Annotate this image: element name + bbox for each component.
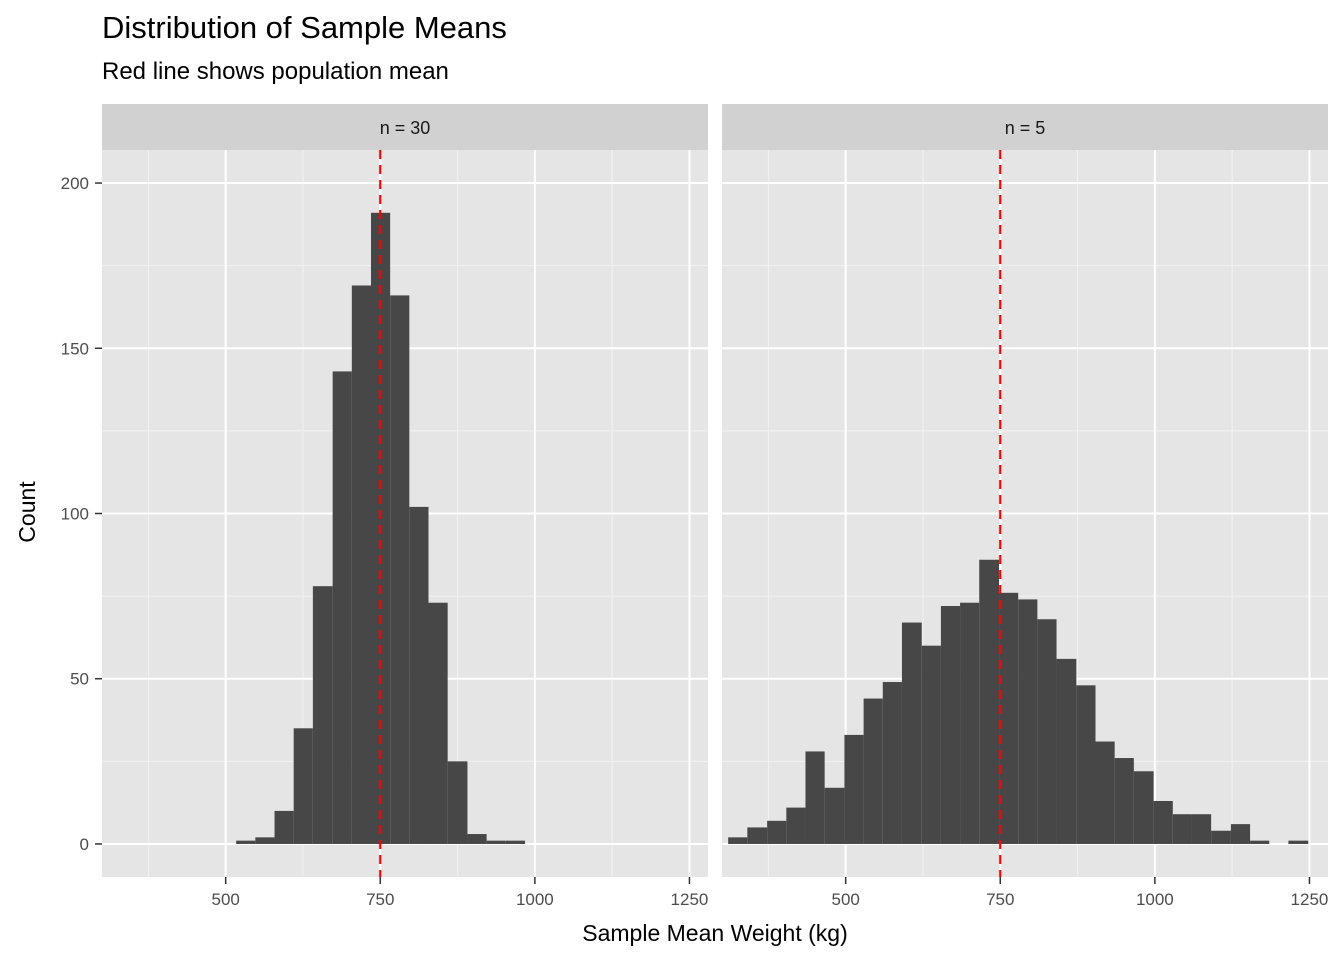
y-axis-tick-label: 50 <box>70 670 89 689</box>
chart-title: Distribution of Sample Means <box>102 10 507 45</box>
histogram-bar <box>1153 800 1173 844</box>
histogram-bar <box>1211 830 1231 844</box>
histogram-bar <box>747 827 768 844</box>
histogram-bar <box>882 682 902 844</box>
histogram-bar <box>863 698 883 844</box>
x-axis-tick-label: 750 <box>986 890 1014 909</box>
y-axis-tick-label: 200 <box>61 174 89 193</box>
histogram-bar <box>428 602 448 844</box>
histogram-bar <box>505 840 525 844</box>
histogram-bar <box>486 840 506 844</box>
histogram-bar <box>447 761 468 844</box>
histogram-bar <box>940 606 961 844</box>
histogram-bar <box>1018 599 1038 844</box>
histogram-bar <box>786 807 806 844</box>
histogram-bar <box>844 734 864 844</box>
x-axis-tick-label: 500 <box>831 890 859 909</box>
x-axis-title: Sample Mean Weight (kg) <box>582 920 847 946</box>
chart-subtitle: Red line shows population mean <box>102 58 449 85</box>
facet-strip <box>722 104 1328 150</box>
facet-strip-label: n = 30 <box>380 118 431 138</box>
histogram-bar <box>390 295 410 844</box>
y-axis: 0 50 100 150 200 <box>61 174 102 854</box>
histogram-bar <box>805 751 825 844</box>
histogram-bar <box>312 586 333 844</box>
histogram-bar <box>824 787 845 844</box>
y-axis-title: Count <box>14 481 40 543</box>
x-axis-tick-label: 1250 <box>671 890 709 909</box>
histogram-bar <box>767 820 787 844</box>
facet-panel-1: n = 30 500 750 1000 1250 <box>102 104 708 909</box>
histogram-bar <box>1250 840 1270 844</box>
x-axis-tick-label: 500 <box>211 890 239 909</box>
facet-strip <box>102 104 708 150</box>
x-axis-tick-label: 1000 <box>1136 890 1174 909</box>
histogram-bar <box>293 728 313 844</box>
histogram-bar <box>921 645 941 844</box>
histogram-bar <box>1230 824 1251 844</box>
facet-strip-label: n = 5 <box>1005 118 1046 138</box>
histogram-bar <box>467 834 487 844</box>
y-axis-tick-label: 100 <box>61 505 89 524</box>
histogram-bar <box>236 840 256 844</box>
x-axis-tick-label: 1000 <box>516 890 554 909</box>
y-axis-tick-label: 0 <box>80 835 89 854</box>
histogram-bar <box>1288 840 1309 844</box>
facet-panels: n = 30 500 750 1000 1250 n = 5 500 750 1000 1250 <box>102 104 1328 909</box>
histogram-bar <box>901 622 922 844</box>
histogram-bar <box>409 506 429 844</box>
histogram-bar <box>999 592 1019 844</box>
facet-panel-2: n = 5 500 750 1000 1250 <box>722 104 1328 909</box>
histogram-bar <box>728 837 748 844</box>
x-axis-tick-label: 750 <box>366 890 394 909</box>
histogram-bar <box>1076 685 1096 844</box>
histogram-bar <box>1191 814 1212 844</box>
histogram-bar <box>1095 741 1115 844</box>
y-axis-tick-label: 150 <box>61 339 89 358</box>
histogram-bar <box>332 371 352 844</box>
histogram-bar <box>960 602 980 844</box>
histogram-bar <box>1114 758 1134 844</box>
histogram-bar <box>255 837 275 844</box>
histogram-bar <box>274 810 294 844</box>
histogram-bar <box>1133 771 1154 844</box>
histogram-bar <box>1037 619 1057 844</box>
histogram-bar <box>979 559 1000 844</box>
histogram-bar <box>1056 658 1077 844</box>
x-axis-tick-label: 1250 <box>1291 890 1329 909</box>
histogram-bar <box>351 285 371 844</box>
histogram-bar <box>1172 814 1192 844</box>
